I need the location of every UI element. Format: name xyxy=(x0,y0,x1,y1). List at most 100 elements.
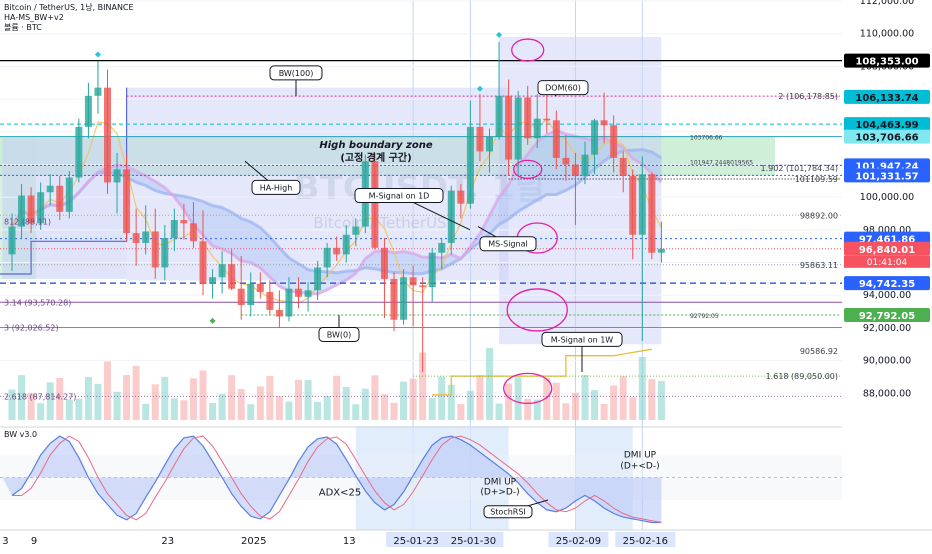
ms-signal-label: MS-Signal xyxy=(488,240,527,249)
time-label: 25-02-09 xyxy=(556,536,601,547)
volume-bar xyxy=(209,402,217,420)
price-label: 92,792.05 xyxy=(859,311,915,322)
indicator-name: BW v3.0 xyxy=(4,430,37,439)
volume-bar xyxy=(333,375,341,420)
indicator-line-red xyxy=(12,435,662,523)
volume-bar xyxy=(610,385,618,420)
price-label-box xyxy=(844,241,930,256)
candle-body xyxy=(657,248,665,253)
zone-title: High boundary zone xyxy=(319,140,432,151)
level-text: 812 (88,11) xyxy=(4,218,51,227)
volume-bar xyxy=(295,379,302,420)
signal-diamond xyxy=(496,31,503,38)
candle-body xyxy=(438,242,446,253)
price-label: 101,331.57 xyxy=(855,171,918,182)
volume-line[interactable]: 볼륨 · BTC xyxy=(4,23,42,32)
volume-bar xyxy=(390,402,398,420)
volume-bar xyxy=(323,395,331,420)
candle-body xyxy=(486,136,493,152)
price-label-box xyxy=(844,117,930,132)
candle-body xyxy=(8,226,16,255)
ha-high-label-box xyxy=(251,179,301,195)
volume-bar xyxy=(552,382,560,420)
candle-body xyxy=(333,247,341,255)
volume-bar xyxy=(189,378,197,420)
level-text: 1.902 (101,784.34) xyxy=(761,164,839,173)
volume-bar xyxy=(84,377,92,420)
volume-bar xyxy=(94,383,102,420)
candle-body xyxy=(94,87,102,96)
volume-bar xyxy=(619,376,627,420)
volume-bar xyxy=(514,377,522,420)
volume-bar xyxy=(218,393,226,420)
candle-body xyxy=(524,97,532,139)
volume-bar xyxy=(27,393,35,420)
indicator-line-blue xyxy=(11,435,662,524)
candle-body xyxy=(170,220,178,239)
candle-body xyxy=(409,277,417,286)
signal-diamond xyxy=(94,51,101,58)
dom60-label: DOM(60) xyxy=(545,84,581,93)
price-label-box xyxy=(844,276,930,291)
candle-body xyxy=(123,169,131,234)
time-label-highlight xyxy=(615,532,676,547)
volume-bar xyxy=(638,357,646,420)
volume-bar xyxy=(524,398,532,420)
symbol-line[interactable]: Bitcoin / TetherUS, 1낭, BINANCE xyxy=(4,3,134,12)
volume-bar xyxy=(581,375,589,420)
price-tick-label: 94,000.00 xyxy=(863,290,911,301)
small-label: 92792.05 xyxy=(690,313,719,320)
volume-bar xyxy=(657,380,665,420)
candle-body xyxy=(56,185,64,212)
ha-high-label: HA-High xyxy=(260,183,293,192)
candle-body xyxy=(619,157,627,176)
candle-body xyxy=(419,285,427,288)
level-text: 101109.59 xyxy=(795,175,838,184)
candle-body xyxy=(142,231,150,243)
price-label: 104,463.99 xyxy=(855,120,918,131)
volume-bar xyxy=(342,386,350,420)
candle-body xyxy=(323,247,331,268)
small-label: 101947.2448019565 xyxy=(690,159,753,166)
small-label: 103706.66 xyxy=(690,135,723,142)
candle-body xyxy=(75,126,83,178)
candle-body xyxy=(638,174,646,235)
price-tick-label: 88,000.00 xyxy=(863,388,911,399)
candle-body xyxy=(237,288,245,306)
time-label: 2025 xyxy=(241,536,266,547)
volume-bar xyxy=(466,390,474,420)
bw0-label: BW(0) xyxy=(327,330,351,339)
volume-bar xyxy=(629,397,637,420)
candle-body xyxy=(275,309,283,317)
bw0-label-box xyxy=(318,326,360,342)
candle-body xyxy=(476,126,484,152)
candle-body xyxy=(533,118,541,139)
volume-bar xyxy=(104,361,111,420)
indicator-line[interactable]: HA-MS_BW+v2 xyxy=(4,13,64,22)
volume-bar xyxy=(571,392,579,420)
dom60-label-box xyxy=(537,80,589,96)
candle-body xyxy=(495,95,503,137)
volume-bar xyxy=(199,370,207,420)
stochrsi-label-box xyxy=(483,505,533,519)
volume-bar xyxy=(237,389,245,420)
candle-body xyxy=(581,154,589,176)
candle-body xyxy=(505,95,513,160)
volume-bar xyxy=(18,375,26,420)
price-label: 106,133.74 xyxy=(855,93,918,104)
candle-body xyxy=(247,283,255,306)
countdown-label: 01:41:04 xyxy=(867,258,908,268)
volume-bar xyxy=(352,404,360,420)
volume-bar xyxy=(314,401,322,420)
volume-bar xyxy=(65,399,73,420)
price-label-box xyxy=(844,53,930,68)
time-label-highlight xyxy=(548,532,609,547)
zone-subtitle: (고정 경계 구간) xyxy=(340,151,411,164)
candle-body xyxy=(600,120,608,126)
candle-body xyxy=(428,252,436,288)
candle-body xyxy=(209,277,217,284)
highlight-ellipse xyxy=(506,288,568,332)
indicator-area xyxy=(2,436,662,523)
